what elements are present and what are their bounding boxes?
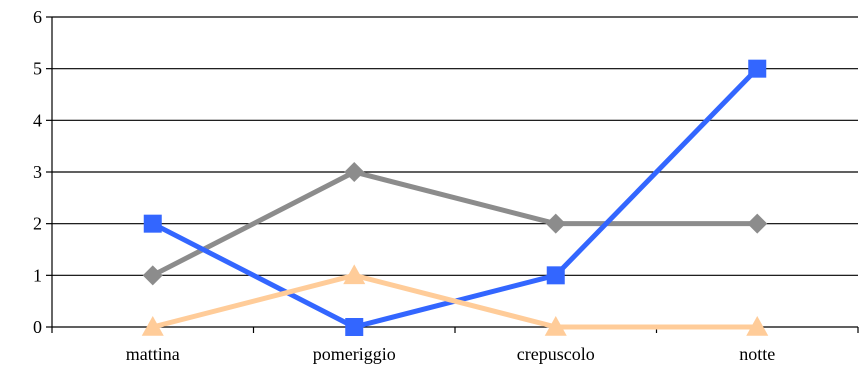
- triangle-marker: [141, 316, 164, 336]
- gridlines: [52, 16, 858, 276]
- y-tick-label: 5: [33, 59, 42, 79]
- series-line: [152, 272, 758, 330]
- x-tick-label: crepuscolo: [517, 344, 595, 364]
- triangle-marker: [746, 316, 769, 336]
- x-tick-label: pomeriggio: [313, 344, 396, 364]
- y-tick-labels: 0 1 2 3 4 5 6: [33, 7, 42, 337]
- series-triangle: [141, 264, 769, 336]
- diamond-marker: [747, 213, 768, 234]
- y-tick-label: 6: [33, 7, 42, 27]
- square-marker: [143, 214, 162, 233]
- triangle-marker: [544, 316, 567, 336]
- series-layer: [141, 59, 769, 336]
- axes: [46, 16, 859, 333]
- x-tick-label: mattina: [126, 344, 180, 364]
- diamond-marker: [545, 213, 566, 234]
- square-marker: [748, 59, 767, 78]
- y-tick-label: 4: [33, 110, 42, 130]
- series-diamond: [142, 162, 768, 286]
- y-tick-label: 0: [33, 317, 42, 337]
- series-line: [151, 169, 758, 278]
- y-tick-label: 1: [33, 265, 42, 285]
- square-marker: [546, 266, 565, 285]
- x-tick-label: notte: [739, 344, 775, 364]
- y-tick-label: 3: [33, 162, 42, 182]
- square-marker: [345, 318, 364, 336]
- triangle-marker: [343, 264, 366, 285]
- y-tick-label: 2: [33, 214, 42, 234]
- diamond-marker: [344, 162, 365, 182]
- x-tick-labels: mattina pomeriggio crepuscolo notte: [126, 344, 775, 364]
- diamond-marker: [142, 265, 163, 286]
